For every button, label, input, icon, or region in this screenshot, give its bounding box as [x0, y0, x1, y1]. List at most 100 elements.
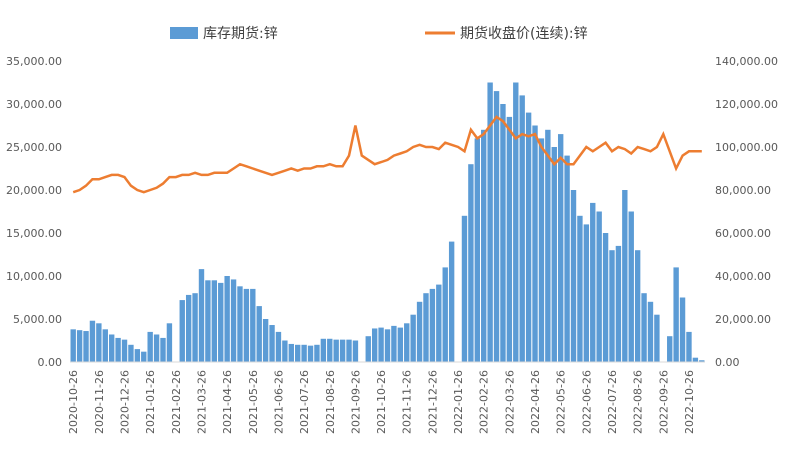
legend-swatch	[170, 27, 198, 39]
bar	[686, 331, 692, 362]
x-tick-label: 2021-07-26	[298, 370, 311, 434]
bar	[243, 288, 250, 362]
x-tick-label: 2022-03-26	[503, 370, 516, 434]
bar	[295, 344, 301, 362]
bar	[647, 301, 654, 362]
x-tick-label: 2022-02-26	[478, 370, 491, 434]
y-tick-label: 30,000.00	[6, 98, 62, 111]
bar	[141, 351, 147, 362]
legend-label: 期货收盘价(连续):锌	[460, 25, 588, 42]
bar	[371, 328, 378, 362]
x-tick-label: 2022-07-26	[606, 370, 619, 434]
bar	[224, 276, 230, 362]
bar	[166, 323, 173, 362]
bar	[96, 323, 102, 362]
bar	[121, 339, 128, 362]
y-tick-label: 25,000.00	[6, 141, 62, 154]
y2-tick-label: 120,000.00	[715, 98, 778, 111]
bar	[538, 138, 545, 362]
bar	[160, 337, 166, 362]
y-tick-label: 15,000.00	[6, 227, 62, 240]
x-tick-label: 2021-08-26	[324, 370, 337, 434]
bar	[468, 164, 474, 362]
bar	[352, 340, 359, 362]
x-tick-label: 2022-10-26	[683, 370, 696, 434]
bar	[346, 339, 352, 362]
bar	[448, 241, 455, 362]
y2-tick-label: 100,000.00	[715, 141, 778, 154]
x-tick-label: 2021-06-26	[272, 370, 285, 434]
x-tick-label: 2021-02-26	[170, 370, 183, 434]
bar	[198, 269, 205, 362]
bar	[513, 82, 519, 362]
x-tick-label: 2021-12-26	[426, 370, 439, 434]
x-tick-label: 2020-10-26	[67, 370, 80, 434]
bar	[461, 215, 468, 362]
bar	[115, 337, 121, 362]
bar	[545, 129, 551, 362]
bar	[429, 288, 436, 362]
bar	[564, 155, 570, 362]
bar	[179, 300, 185, 362]
bar	[442, 267, 448, 362]
bar	[525, 112, 532, 362]
bar	[634, 250, 641, 362]
bar	[262, 319, 269, 362]
x-tick-label: 2020-12-26	[119, 370, 132, 434]
bar	[506, 116, 513, 363]
bar	[218, 282, 224, 362]
bar	[416, 301, 423, 362]
y2-tick-label: 60,000.00	[715, 227, 771, 240]
bar	[301, 344, 307, 362]
bar	[699, 360, 705, 362]
bar	[673, 267, 679, 362]
x-tick-label: 2021-04-26	[221, 370, 234, 434]
bar	[481, 129, 487, 362]
y-tick-label: 10,000.00	[6, 270, 62, 283]
bar	[667, 336, 673, 362]
y2-tick-label: 40,000.00	[715, 270, 771, 283]
bar	[423, 293, 429, 362]
bar	[250, 288, 256, 362]
y2-tick-label: 20,000.00	[715, 313, 771, 326]
x-tick-label: 2022-06-26	[580, 370, 593, 434]
bar	[474, 138, 480, 362]
bar	[628, 211, 634, 362]
x-tick-label: 2022-01-26	[452, 370, 465, 434]
bar	[76, 330, 83, 362]
bar	[615, 245, 622, 362]
bar	[339, 339, 346, 362]
bar	[185, 294, 192, 362]
bar	[333, 339, 339, 362]
bar	[89, 320, 96, 362]
bar	[282, 340, 288, 362]
bar	[237, 286, 243, 362]
x-tick-label: 2022-08-26	[632, 370, 645, 434]
bar	[211, 280, 218, 362]
bar	[654, 314, 660, 362]
bar	[493, 91, 500, 362]
bar	[108, 334, 115, 362]
bar	[391, 325, 397, 362]
bar	[378, 327, 384, 362]
bar	[307, 345, 314, 362]
bar	[147, 331, 153, 362]
bar	[570, 190, 577, 362]
bar	[320, 338, 327, 362]
bar	[70, 329, 76, 362]
y-tick-label: 0.00	[38, 356, 63, 369]
bar	[622, 190, 628, 362]
bar	[256, 306, 262, 362]
y-tick-label: 20,000.00	[6, 184, 62, 197]
bar	[153, 334, 160, 362]
x-tick-label: 2022-09-26	[657, 370, 670, 434]
bar	[365, 336, 371, 362]
bar	[532, 125, 538, 362]
x-tick-label: 2021-09-26	[349, 370, 362, 434]
x-tick-label: 2021-05-26	[247, 370, 260, 434]
legend-label: 库存期货:锌	[203, 25, 278, 42]
bar	[519, 95, 525, 363]
bar	[577, 215, 583, 362]
x-tick-label: 2021-03-26	[195, 370, 208, 434]
